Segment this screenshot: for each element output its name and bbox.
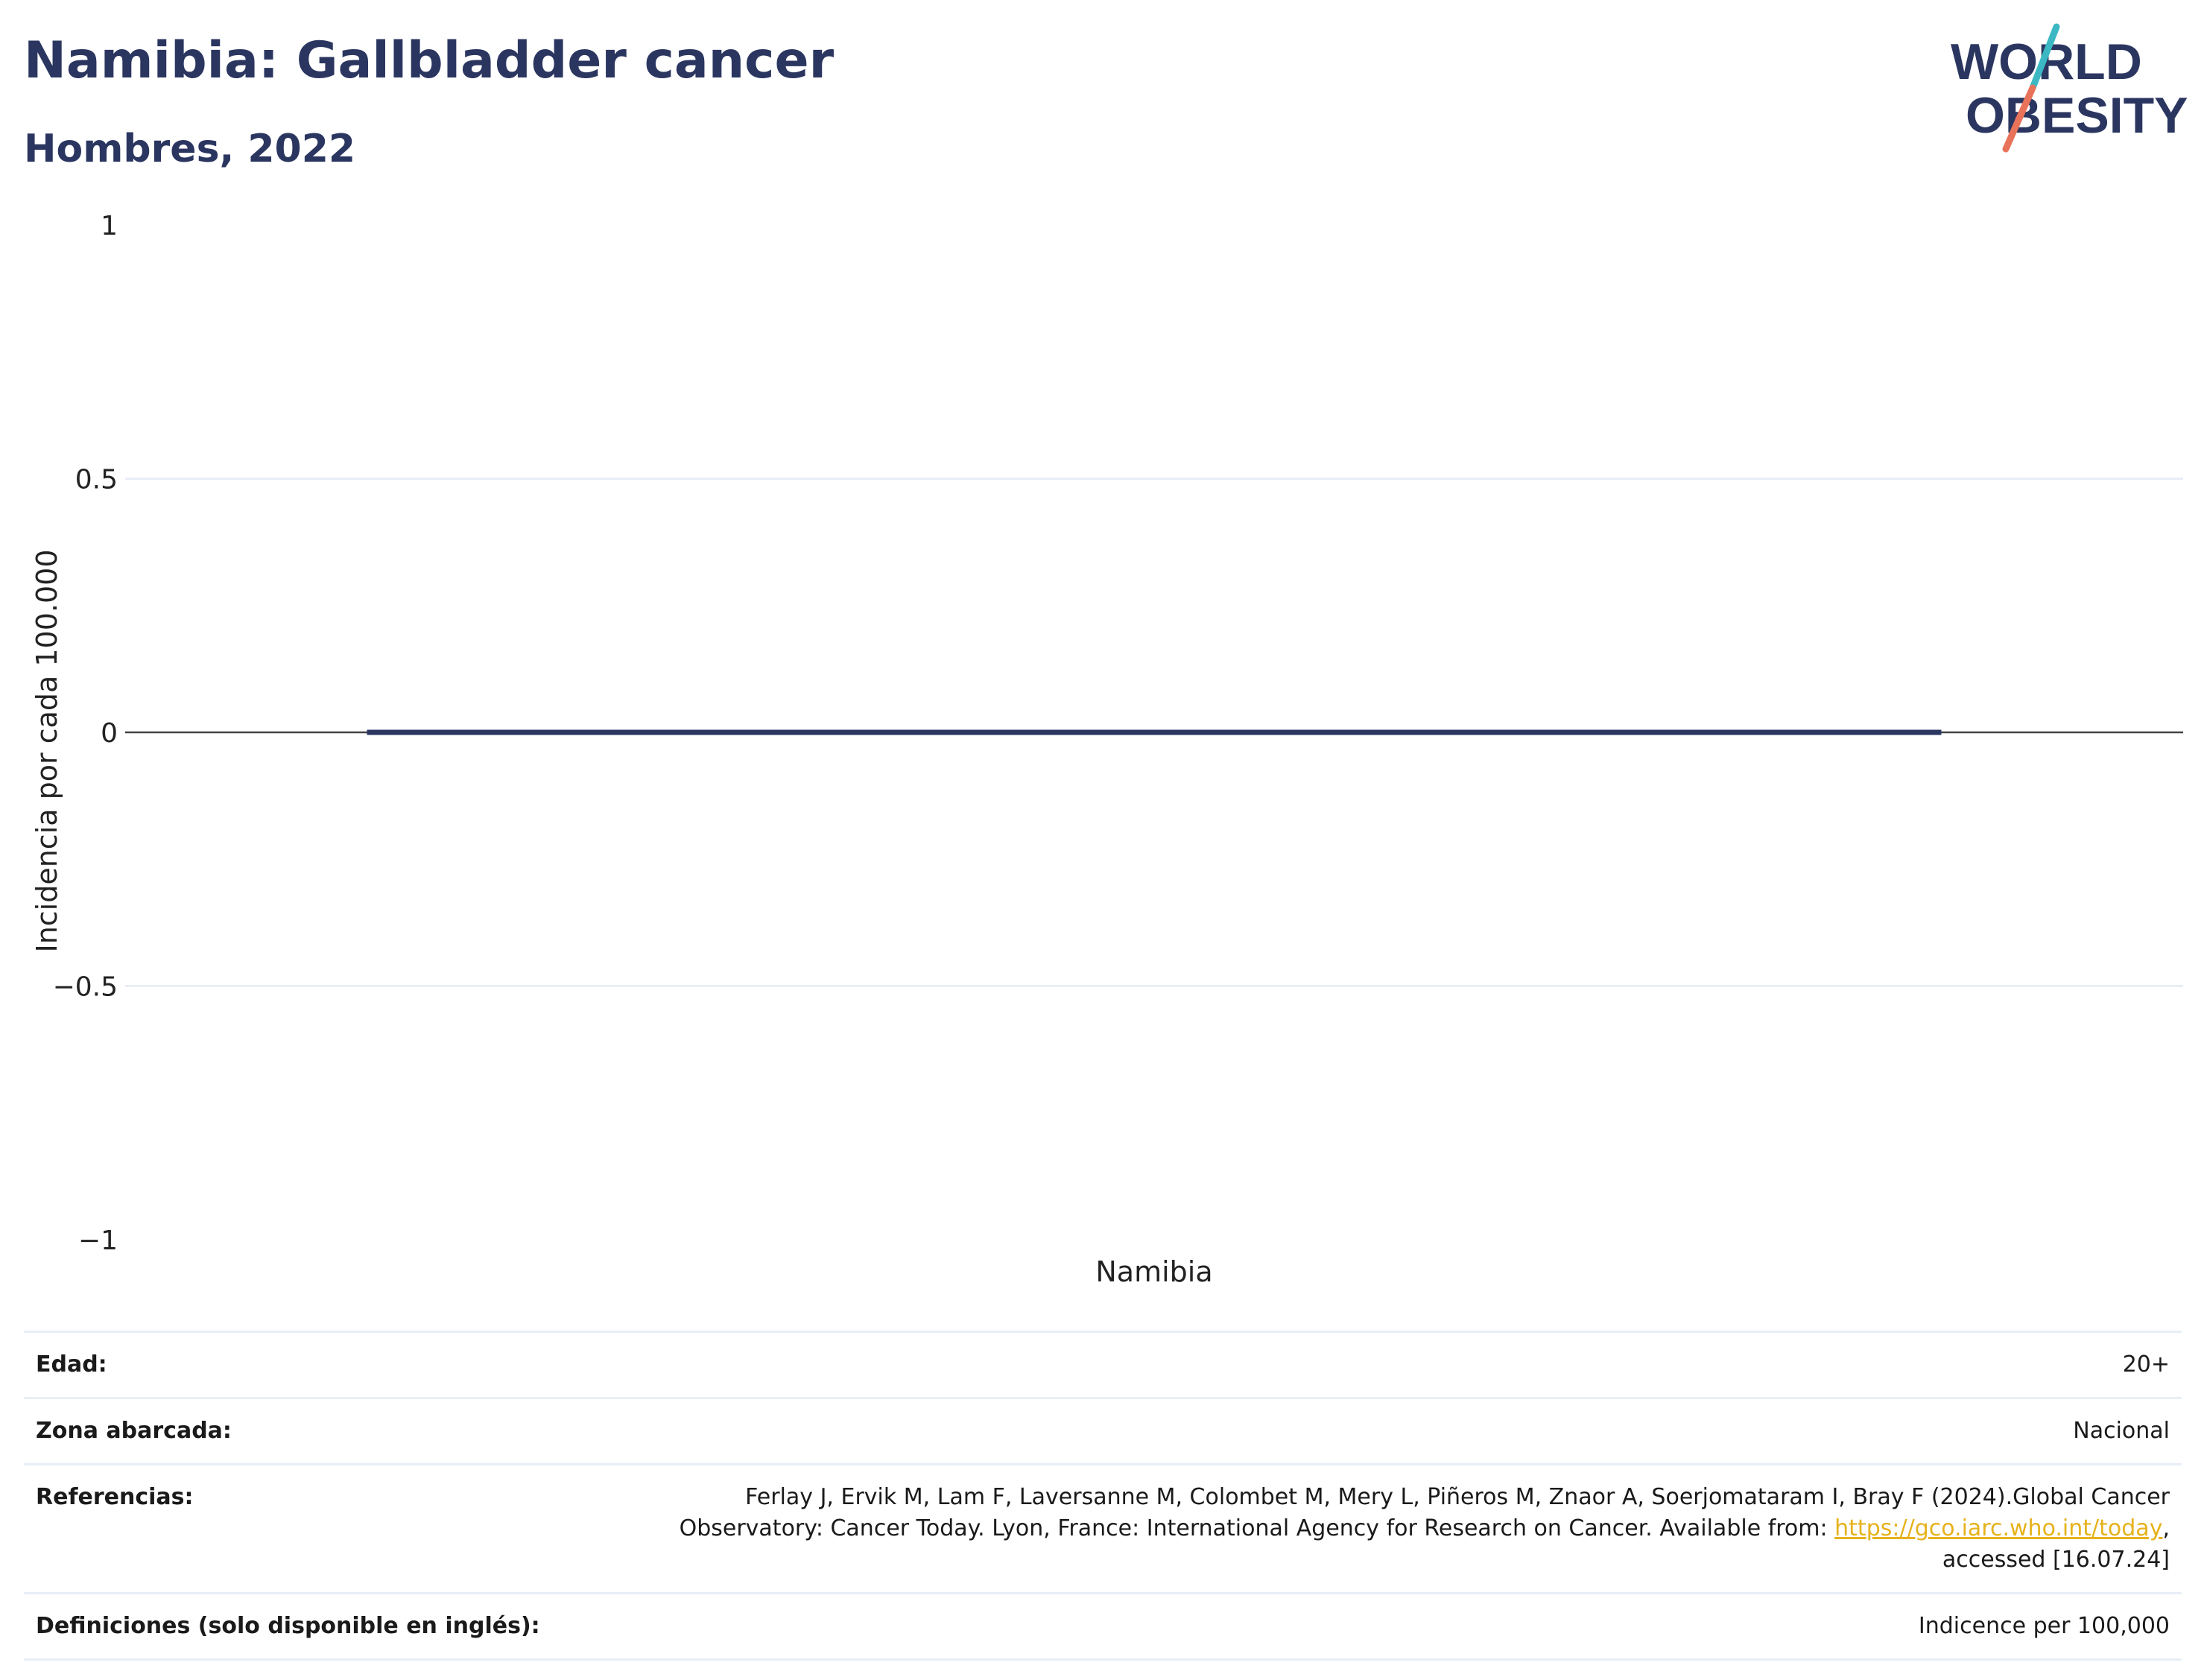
bar-chart: 1 0.5 0 −0.5 −1 Namibia Incidencia por cada … xyxy=(31,211,2183,1288)
logo-line2: OBESITY xyxy=(1966,87,2188,144)
info-table: Edad: 20+ Zona abarcada: Nacional Refere… xyxy=(24,1331,2182,1661)
logo-slash-top xyxy=(2029,23,2060,92)
y-tick-label: 1 xyxy=(101,211,118,241)
info-value: Ferlay J, Ervik M, Lam F, Laversanne M, … xyxy=(679,1484,2170,1573)
info-label: Definiciones (solo disponible en inglés)… xyxy=(36,1613,540,1639)
x-tick-label: Namibia xyxy=(1095,1255,1212,1288)
y-tick-label: 0.5 xyxy=(75,465,118,495)
info-label: Edad: xyxy=(36,1351,107,1378)
info-row-area: Zona abarcada: Nacional xyxy=(24,1397,2182,1463)
info-row-age: Edad: 20+ xyxy=(24,1331,2182,1397)
info-row-references: Referencias: Ferlay J, Ervik M, Lam F, L… xyxy=(24,1463,2182,1592)
y-tick-label: −1 xyxy=(78,1226,118,1256)
info-value: Nacional xyxy=(2073,1418,2170,1444)
info-value: Indicence per 100,000 xyxy=(1918,1613,2170,1639)
y-axis-label: Incidencia por cada 100.000 xyxy=(31,549,63,952)
y-tick-labels: 1 0.5 0 −0.5 −1 xyxy=(53,211,118,1256)
page-title: Namibia: Gallbladder cancer xyxy=(24,31,835,90)
y-tick-label: −0.5 xyxy=(53,972,118,1003)
bars xyxy=(367,729,1942,735)
logo-slash-bottom xyxy=(2002,84,2036,153)
bar xyxy=(367,729,1942,735)
info-row-definitions: Definiciones (solo disponible en inglés)… xyxy=(24,1592,2182,1661)
reference-link[interactable]: https://gco.iarc.who.int/today xyxy=(1834,1515,2163,1541)
y-tick-label: 0 xyxy=(101,718,118,749)
x-tick-labels: Namibia xyxy=(1095,1255,1212,1288)
page-subtitle: Hombres, 2022 xyxy=(24,127,356,171)
info-label: Referencias: xyxy=(36,1484,194,1510)
info-value: 20+ xyxy=(2122,1351,2170,1378)
info-label: Zona abarcada: xyxy=(36,1418,232,1444)
world-obesity-logo: WORLD OBESITY xyxy=(1951,23,2188,153)
